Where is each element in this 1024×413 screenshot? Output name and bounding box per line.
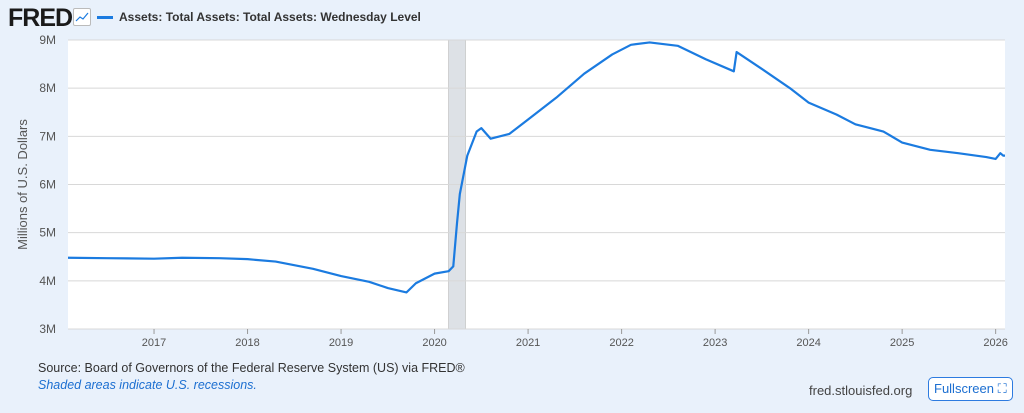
y-tick-label: 4M (39, 274, 56, 288)
x-tick-label: 2024 (796, 337, 820, 349)
y-tick-label: 7M (39, 129, 56, 143)
y-tick-label: 5M (39, 226, 56, 240)
site-link[interactable]: fred.stlouisfed.org (809, 383, 913, 398)
chart: 3M 4M 5M 6M 7M 8M 9M 2017 2018 2019 2020 2021 2022 20… (15, 33, 1008, 349)
y-tick-label: 8M (39, 81, 56, 95)
x-tick-label: 2018 (235, 337, 259, 349)
fullscreen-button[interactable]: Fullscreen ⛶ (928, 377, 1013, 401)
y-tick-label: 6M (39, 178, 56, 192)
x-tick-label: 2020 (422, 337, 446, 349)
legend-label: Assets: Total Assets: Total Assets: Wedn… (119, 10, 421, 24)
x-tick-label: 2026 (983, 337, 1007, 349)
x-tick-label: 2023 (703, 337, 727, 349)
x-tick-label: 2022 (609, 337, 633, 349)
series-line (67, 41, 1005, 294)
x-tick-label: 2017 (142, 337, 166, 349)
source-text: Source: Board of Governors of the Federa… (38, 361, 465, 375)
y-tick-label: 9M (39, 33, 56, 47)
x-tick-label: 2025 (890, 337, 914, 349)
fred-logo[interactable]: FRED (8, 4, 73, 32)
y-axis-label: Millions of U.S. Dollars (15, 119, 30, 250)
y-tick-label: 3M (39, 322, 56, 336)
x-tick-label: 2019 (329, 337, 353, 349)
x-tick-label: 2021 (516, 337, 540, 349)
chart-type-icon[interactable] (73, 8, 91, 26)
legend-swatch (97, 15, 113, 19)
recession-note: Shaded areas indicate U.S. recessions. (38, 378, 257, 392)
legend: Assets: Total Assets: Total Assets: Wedn… (97, 10, 421, 24)
